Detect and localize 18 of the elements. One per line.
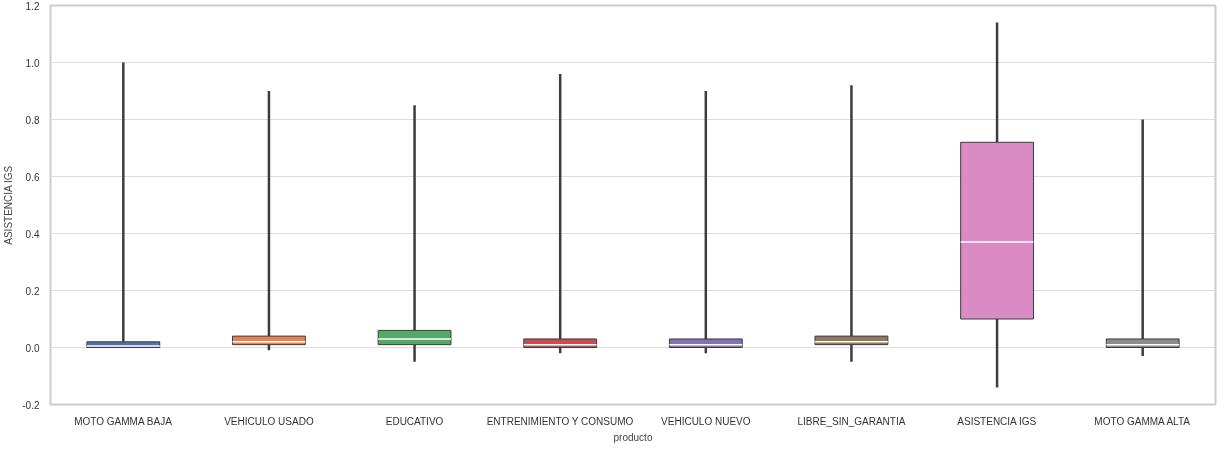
x-tick-label: LIBRE_SIN_GARANTIA	[797, 415, 906, 427]
y-tick-label: 0.2	[25, 285, 40, 297]
y-tick-label: 0.8	[25, 114, 40, 126]
x-tick-label: ENTRENIMIENTO Y CONSUMO	[486, 415, 634, 427]
x-tick-label: MOTO GAMMA BAJA	[74, 415, 173, 427]
y-tick-label: 0.4	[25, 228, 40, 240]
y-tick-label: 0.0	[25, 342, 40, 354]
x-tick-label: MOTO GAMMA ALTA	[1094, 415, 1191, 427]
x-axis-title: producto	[613, 431, 653, 443]
x-tick-label: VEHICULO NUEVO	[661, 415, 751, 427]
y-axis-title: ASISTENCIA IGS	[3, 165, 15, 245]
x-tick-label: EDUCATIVO	[385, 415, 444, 427]
x-tick-label: VEHICULO USADO	[224, 415, 314, 427]
x-tick-label: ASISTENCIA IGS	[957, 415, 1037, 427]
y-tick-label: -0.2	[22, 399, 40, 411]
y-tick-label: 0.6	[25, 171, 40, 183]
y-tick-label: 1.2	[25, 0, 40, 12]
y-tick-label: 1.0	[25, 57, 40, 69]
